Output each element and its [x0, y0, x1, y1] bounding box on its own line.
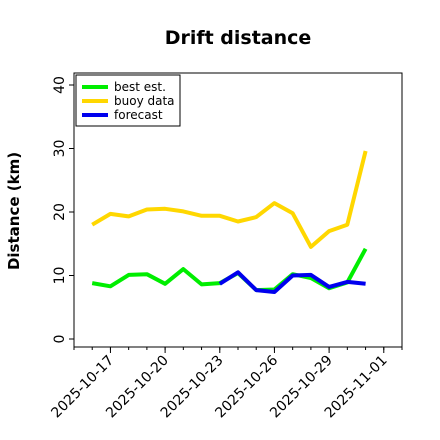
y-tick-label: 0: [52, 335, 68, 344]
y-tick-label: 10: [52, 267, 68, 285]
legend-entry-label: buoy data: [114, 94, 175, 108]
series-line-forecast: [218, 270, 366, 294]
x-axis: 2025-10-172025-10-202025-10-232025-10-26…: [48, 347, 403, 421]
y-tick-label: 30: [52, 140, 68, 158]
series-layer: [91, 150, 368, 294]
y-axis: 0 10 20 30 40: [52, 76, 74, 343]
legend-entry-label: forecast: [114, 108, 163, 122]
y-axis-label: Distance (km): [5, 152, 23, 270]
y-tick-label: 40: [52, 76, 68, 94]
series-line-buoy-data: [91, 150, 368, 249]
y-tick-label: 20: [52, 203, 68, 221]
chart-title: Drift distance: [165, 27, 312, 49]
legend-entry-label: best est.: [114, 80, 166, 94]
